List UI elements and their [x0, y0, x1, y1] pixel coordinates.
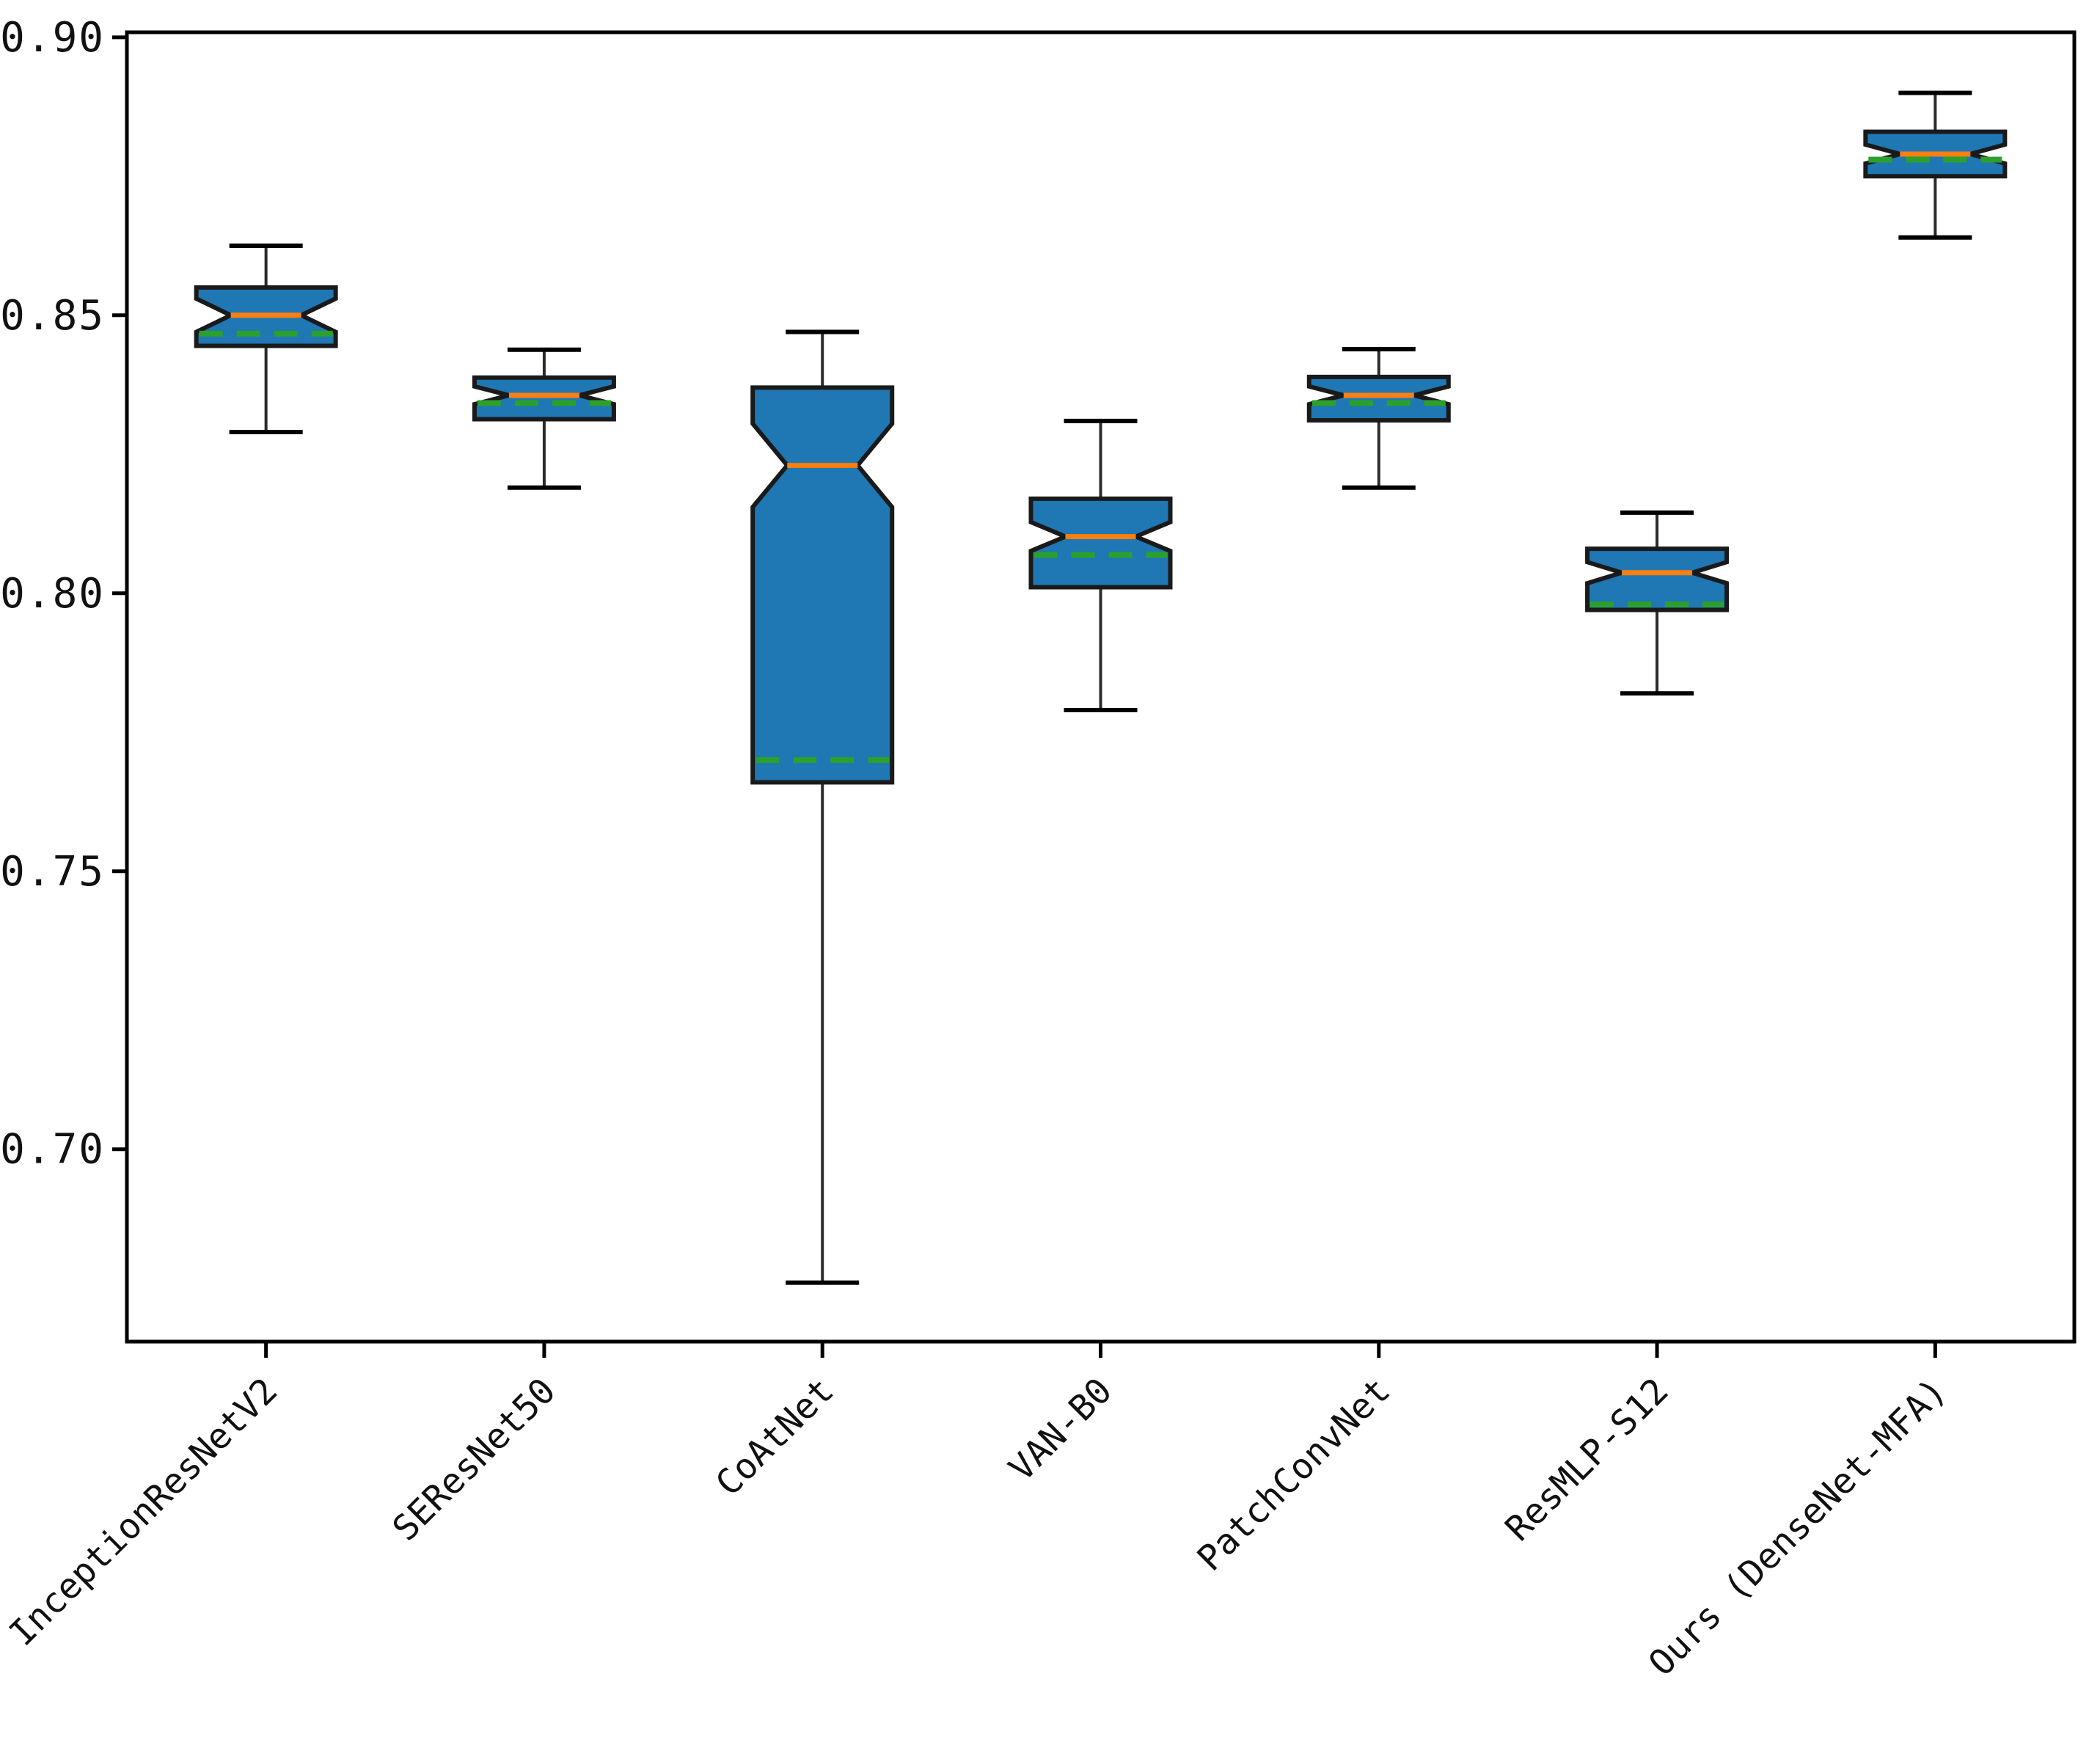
y-tick-label: 0.85 [0, 292, 105, 340]
x-tick-label: ResMLP-S12 [1498, 1370, 1677, 1549]
box-3 [750, 385, 895, 785]
box-2 [472, 375, 616, 422]
x-tick-label: Ours (DenseNet-MFA) [1641, 1370, 1955, 1684]
y-tick-label: 0.80 [0, 570, 105, 618]
x-tick-label: InceptionResNetV2 [1, 1370, 285, 1654]
box-4 [1028, 496, 1173, 590]
x-tick-label: PatchConvNet [1189, 1370, 1398, 1579]
x-tick-label: SEResNet50 [384, 1370, 563, 1549]
y-tick-label: 0.90 [0, 14, 105, 62]
y-tick-label: 0.75 [0, 848, 105, 896]
x-tick-label: VAN-B0 [1001, 1370, 1120, 1489]
x-tick-label: CoAtNet [708, 1370, 842, 1504]
box-5 [1306, 374, 1451, 423]
box-6 [1585, 546, 1730, 612]
y-tick-label: 0.70 [0, 1126, 105, 1174]
